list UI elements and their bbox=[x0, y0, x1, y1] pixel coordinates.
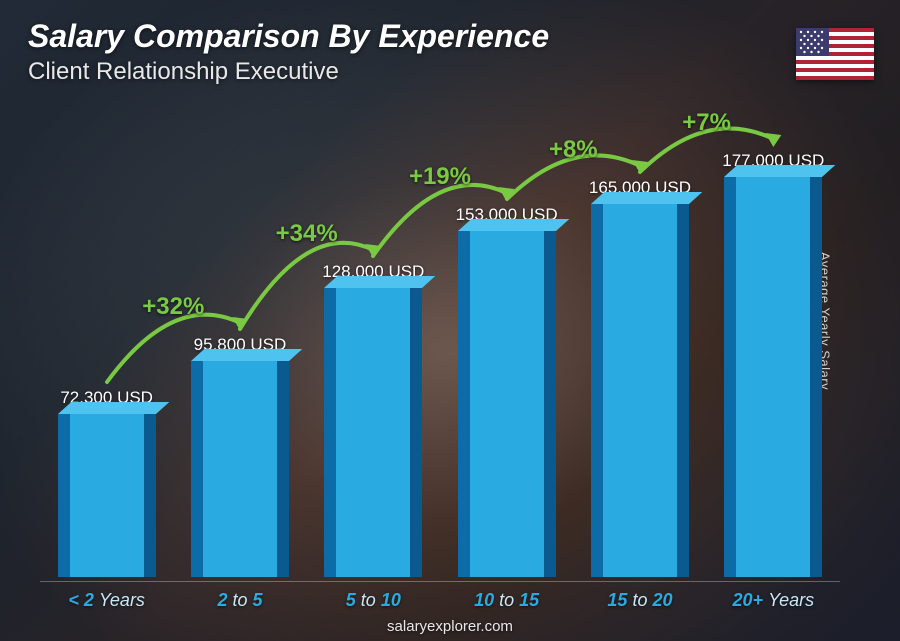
chart-title: Salary Comparison By Experience bbox=[28, 18, 549, 55]
bar-group: 72,300 USD bbox=[47, 388, 167, 577]
bar bbox=[458, 231, 556, 577]
bar bbox=[191, 361, 289, 577]
xaxis-label: 20+ Years bbox=[713, 590, 833, 611]
xaxis-label: 2 to 5 bbox=[180, 590, 300, 611]
xaxis-label: 10 to 15 bbox=[447, 590, 567, 611]
footer-attribution: salaryexplorer.com bbox=[0, 618, 900, 635]
bar bbox=[324, 288, 422, 577]
chart-container: Salary Comparison By Experience Client R… bbox=[0, 0, 900, 641]
xaxis-label: 15 to 20 bbox=[580, 590, 700, 611]
bar-group: 177,000 USD bbox=[713, 151, 833, 577]
bar bbox=[58, 414, 156, 577]
bar-group: 95,800 USD bbox=[180, 335, 300, 577]
xaxis-label: 5 to 10 bbox=[313, 590, 433, 611]
bar-group: 153,000 USD bbox=[447, 205, 567, 577]
us-flag-icon bbox=[796, 28, 874, 80]
xaxis-label: < 2 Years bbox=[47, 590, 167, 611]
xaxis: < 2 Years 2 to 5 5 to 10 10 to 15 15 to 20 20… bbox=[40, 581, 840, 611]
bars-area: 72,300 USD95,800 USD128,000 USD153,000 U… bbox=[40, 127, 840, 577]
bar bbox=[724, 177, 822, 577]
chart-subtitle: Client Relationship Executive bbox=[28, 58, 339, 86]
bar-group: 128,000 USD bbox=[313, 262, 433, 577]
bar bbox=[591, 204, 689, 577]
bar-group: 165,000 USD bbox=[580, 178, 700, 577]
